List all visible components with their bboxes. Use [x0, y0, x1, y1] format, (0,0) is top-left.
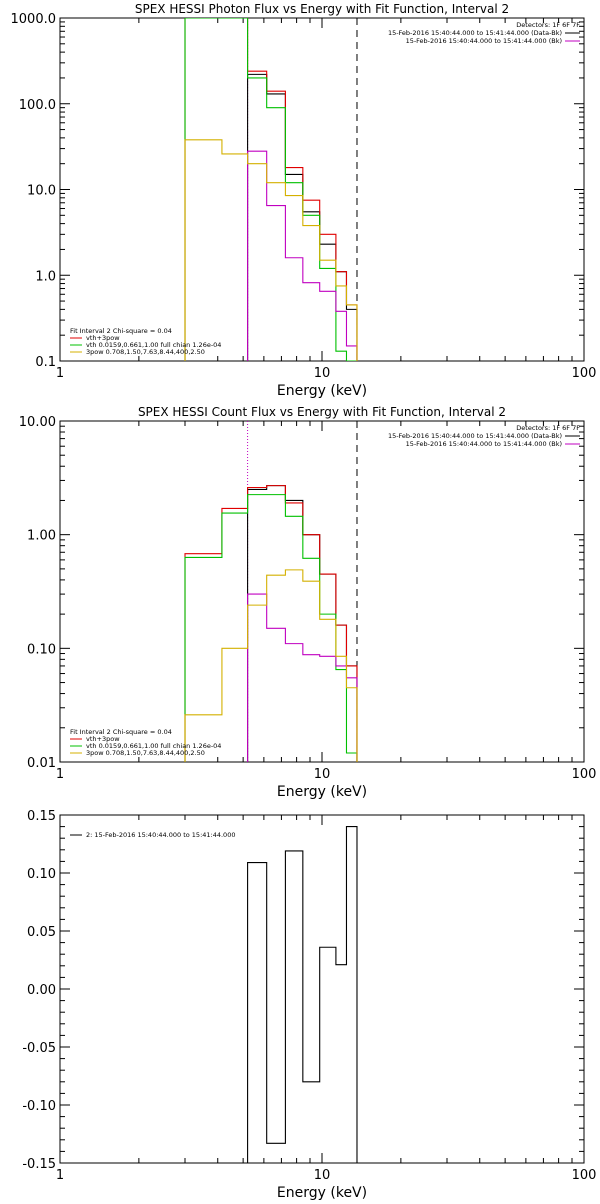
- chart-panel-3: 1 10 100 Energy (keV) -0.15 -0.10 -0.05 0.00 0.0…: [22, 809, 597, 1201]
- chart-panel-1: SPEX HESSI Photon Flux vs Energy with Fi…: [11, 2, 597, 399]
- info-line-text: 15-Feb-2016 15:40:44.000 to 15:41:44.000…: [388, 432, 562, 440]
- x-tick-label: 1: [56, 767, 64, 782]
- series-group: [184, 18, 358, 361]
- x-tick-label: 100: [572, 767, 597, 782]
- x-tick-label: 10: [314, 366, 331, 381]
- y-tick-label: 0.15: [27, 809, 56, 824]
- x-tick-label: 10: [314, 1168, 331, 1183]
- x-tick-label: 1: [56, 366, 64, 381]
- legend-entry-text: vth 0.0159,0.661,1.00 full chian 1.26e-0…: [86, 341, 221, 349]
- legend-entry-text: vth 0.0159,0.661,1.00 full chian 1.26e-0…: [86, 742, 221, 750]
- legend-entry-text: vth+3pow: [86, 735, 120, 743]
- chart-panel-2: SPEX HESSI Count Flux vs Energy with Fit…: [19, 405, 597, 800]
- x-axis-label: Energy (keV): [277, 784, 367, 800]
- y-tick-label: 10.00: [19, 415, 56, 430]
- series-line-5: [184, 569, 358, 762]
- info-line-text: 15-Feb-2016 15:40:44.000 to 15:41:44.000…: [388, 29, 562, 37]
- x-axis-label: Energy (keV): [277, 383, 367, 399]
- y-tick-label: 0.05: [27, 925, 56, 940]
- y-tick-label: 1000.0: [11, 12, 57, 27]
- detectors-label: Detectors: 1F 6F 7F: [516, 21, 580, 29]
- y-tick-label: 0.10: [27, 867, 56, 882]
- y-tick-label: 0.00: [27, 983, 56, 998]
- y-tick-label: -0.15: [22, 1157, 56, 1172]
- x-axis-label: Energy (keV): [277, 1185, 367, 1200]
- y-tick-label: 1.00: [27, 529, 56, 544]
- y-tick-label: 0.01: [27, 756, 56, 771]
- chart-title: SPEX HESSI Photon Flux vs Energy with Fi…: [135, 2, 509, 16]
- y-tick-label: 0.10: [27, 642, 56, 657]
- series-line-3: [184, 18, 357, 361]
- y-tick-label: 100.0: [19, 98, 56, 113]
- series-line-2: [184, 485, 358, 762]
- legend-header: Fit Interval 2 Chi-square = 0.04: [70, 327, 172, 335]
- x-tick-label: 100: [572, 366, 597, 381]
- legend-header: Fit Interval 2 Chi-square = 0.04: [70, 728, 172, 736]
- info-line-text: 15-Feb-2016 15:40:44.000 to 15:41:44.000…: [406, 440, 562, 448]
- info-line-text: 15-Feb-2016 15:40:44.000 to 15:41:44.000…: [406, 37, 562, 45]
- series-line-1: [247, 826, 358, 1163]
- y-tick-label: -0.05: [22, 1041, 56, 1056]
- legend-entry-text: 3pow 0.708,1.50,7.63,8.44,400,2.50: [86, 348, 205, 356]
- series-line-5: [184, 139, 358, 361]
- y-tick-label: -0.10: [22, 1099, 56, 1114]
- legend-entry-text: vth+3pow: [86, 334, 120, 342]
- x-tick-label: 100: [572, 1168, 597, 1183]
- x-tick-label: 10: [314, 767, 331, 782]
- series-group: [247, 826, 358, 1163]
- legend-entry-text: 3pow 0.708,1.50,7.63,8.44,400,2.50: [86, 749, 205, 757]
- detectors-label: Detectors: 1F 6F 7F: [516, 424, 580, 432]
- x-tick-label: 1: [56, 1168, 64, 1183]
- legend-entry-text: 2: 15-Feb-2016 15:40:44.000 to 15:41:44.…: [86, 831, 235, 839]
- series-line-4: [247, 593, 358, 762]
- chart-title: SPEX HESSI Count Flux vs Energy with Fit…: [138, 405, 506, 419]
- series-group: [184, 421, 358, 762]
- y-tick-label: 0.1: [35, 355, 56, 370]
- y-tick-label: 10.0: [27, 184, 56, 199]
- y-tick-label: 1.0: [35, 269, 56, 284]
